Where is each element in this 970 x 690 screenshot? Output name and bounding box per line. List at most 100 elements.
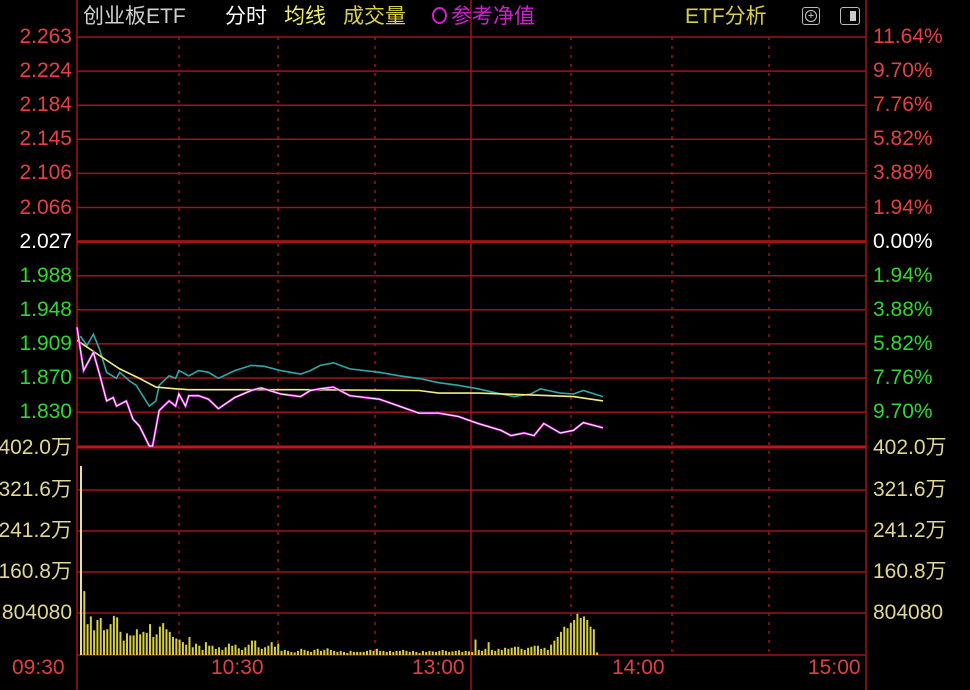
volume-axis-label-right: 804080 — [873, 601, 944, 624]
volume-bar — [112, 615, 115, 655]
volume-bar — [145, 632, 148, 655]
volume-bar — [507, 648, 510, 655]
volume-bar — [132, 635, 135, 655]
volume-bar — [129, 635, 132, 655]
volume-bar — [454, 650, 457, 655]
volume-bar — [191, 647, 194, 655]
time-label: 14:00 — [612, 656, 665, 679]
volume-axis-label-right: 241.2万 — [873, 519, 947, 542]
plus-circle-icon[interactable]: + — [802, 7, 820, 25]
volume-bar — [398, 650, 401, 655]
price-axis-label: 2.224 — [19, 59, 72, 83]
volume-bar — [362, 651, 365, 655]
percent-axis-label: 7.76% — [873, 93, 933, 117]
volume-bar — [392, 651, 395, 655]
volume-bar — [412, 650, 415, 655]
volume-bar — [139, 634, 142, 655]
volume-bar — [385, 651, 388, 655]
time-label: 10:30 — [211, 656, 264, 679]
price-axis-label: 1.988 — [19, 263, 72, 287]
volume-bar — [467, 651, 470, 655]
volume-bar — [441, 649, 444, 655]
legend-volume[interactable]: 成交量 — [343, 5, 406, 28]
volume-bar — [204, 642, 207, 655]
price-axis-label: 2.066 — [19, 195, 72, 219]
volume-bar — [484, 648, 487, 655]
price-axis-label: 1.830 — [19, 400, 72, 424]
volume-bar — [474, 639, 477, 655]
volume-bar — [241, 649, 244, 655]
volume-bar — [149, 624, 152, 655]
price-line — [76, 327, 604, 447]
volume-bar — [418, 652, 421, 655]
percent-axis-label: 9.70% — [873, 400, 933, 424]
volume-bar — [221, 649, 224, 655]
volume-bar — [254, 640, 257, 655]
legend-reference-nav[interactable]: 参考净值 — [432, 2, 535, 32]
legend-reference-nav-label: 参考净值 — [451, 5, 535, 28]
volume-bar — [431, 651, 434, 655]
volume-bar — [520, 648, 523, 655]
tab-timeshare[interactable]: 分时 — [225, 5, 267, 28]
volume-bar — [339, 650, 342, 655]
volume-bar — [428, 650, 431, 655]
volume-bar — [155, 634, 158, 655]
volume-bar — [287, 650, 290, 655]
volume-bar — [579, 617, 582, 655]
volume-bar — [283, 649, 286, 655]
volume-bar — [122, 640, 125, 655]
volume-bar — [553, 640, 556, 655]
legend-average-line[interactable]: 均线 — [284, 5, 326, 28]
percent-axis-label: 5.82% — [873, 331, 933, 355]
volume-bar — [372, 650, 375, 655]
volume-bar — [152, 636, 155, 655]
volume-bar — [497, 648, 500, 655]
volume-bar — [382, 650, 385, 655]
etf-analysis-link[interactable]: ETF分析 — [685, 5, 767, 28]
price-axis-label: 2.184 — [19, 93, 72, 117]
volume-bar — [559, 631, 562, 655]
volume-bar — [178, 639, 181, 655]
volume-bar — [99, 617, 102, 655]
volume-bar — [158, 626, 161, 655]
volume-bar — [244, 647, 247, 655]
volume-bar — [323, 649, 326, 655]
volume-bar — [293, 652, 296, 655]
security-title: 创业板ETF — [83, 5, 186, 28]
volume-bar — [218, 647, 221, 655]
volume-bar — [556, 636, 559, 655]
volume-bar — [231, 645, 234, 655]
volume-bar — [142, 631, 145, 655]
volume-bar — [375, 648, 378, 655]
price-axis-label: 2.263 — [19, 25, 72, 48]
volume-bar — [536, 645, 539, 655]
volume-bar — [313, 649, 316, 655]
volume-bar — [359, 651, 362, 655]
volume-bar — [461, 651, 464, 655]
percent-axis-label: 7.76% — [873, 366, 933, 389]
volume-bar — [451, 651, 454, 655]
volume-bar — [247, 644, 250, 655]
volume-axis-label: 804080 — [1, 601, 72, 624]
volume-bar — [106, 629, 109, 655]
volume-bar — [165, 629, 168, 655]
volume-axis-label: 241.2万 — [0, 519, 72, 542]
volume-bar — [211, 645, 214, 655]
volume-bar — [80, 466, 82, 655]
panel-toggle-icon[interactable] — [840, 7, 860, 25]
volume-bar — [530, 646, 533, 655]
volume-axis-label-right: 321.6万 — [873, 478, 947, 501]
volume-bar — [83, 591, 86, 655]
volume-bar — [566, 628, 569, 655]
volume-bar — [126, 633, 129, 655]
volume-bar — [300, 648, 303, 655]
volume-bar — [103, 630, 105, 655]
price-axis-label: 1.948 — [19, 297, 72, 321]
volume-bar — [329, 649, 332, 655]
volume-bar — [86, 624, 89, 655]
volume-bar — [415, 651, 418, 655]
volume-bar — [172, 636, 175, 655]
volume-axis-label-right: 402.0万 — [873, 436, 947, 459]
volume-bar — [589, 626, 592, 655]
volume-bar — [444, 650, 447, 655]
